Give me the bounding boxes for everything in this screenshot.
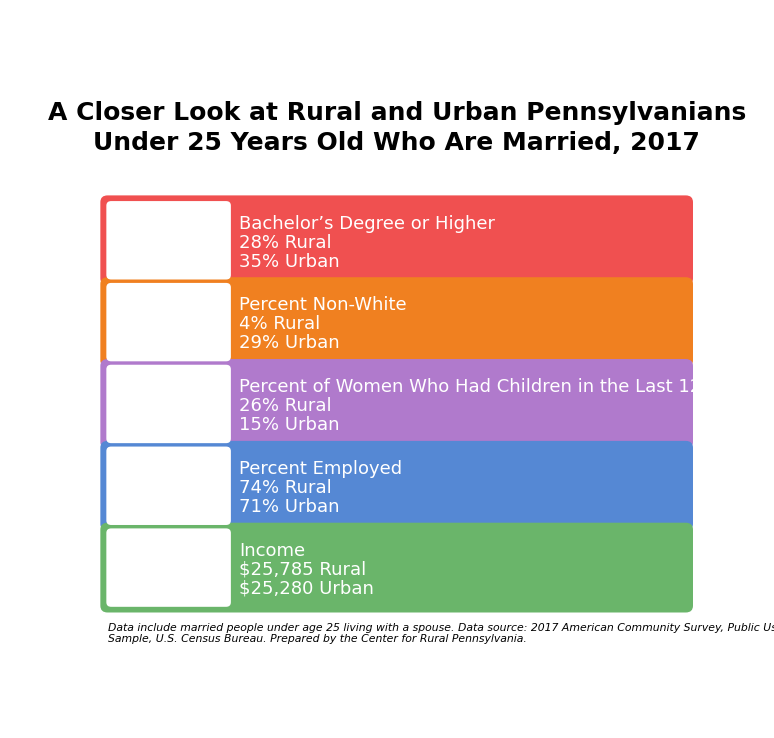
Text: 4% Rural: 4% Rural [239,315,320,334]
Text: $25,785 Rural: $25,785 Rural [239,561,367,579]
Text: 71% Urban: 71% Urban [239,498,340,516]
FancyBboxPatch shape [101,196,693,285]
Text: 28% Rural: 28% Rural [239,233,332,252]
FancyBboxPatch shape [106,528,231,607]
Text: Percent Non-White: Percent Non-White [239,297,407,314]
Text: 26% Rural: 26% Rural [239,397,332,415]
FancyBboxPatch shape [106,201,231,280]
FancyBboxPatch shape [101,441,693,531]
Text: Data include married people under age 25 living with a spouse. Data source: 2017: Data include married people under age 25… [108,623,774,644]
FancyBboxPatch shape [101,523,693,613]
Text: 35% Urban: 35% Urban [239,252,340,271]
Text: A Closer Look at Rural and Urban Pennsylvanians
Under 25 Years Old Who Are Marri: A Closer Look at Rural and Urban Pennsyl… [47,101,746,155]
Text: 29% Urban: 29% Urban [239,334,340,353]
Text: $25,280 Urban: $25,280 Urban [239,580,374,598]
Text: Income: Income [239,542,306,560]
Text: 15% Urban: 15% Urban [239,416,340,434]
FancyBboxPatch shape [101,359,693,449]
FancyBboxPatch shape [106,283,231,362]
FancyBboxPatch shape [106,365,231,443]
Text: 74% Rural: 74% Rural [239,479,332,497]
FancyBboxPatch shape [101,277,693,367]
Text: Percent of Women Who Had Children in the Last 12 Months: Percent of Women Who Had Children in the… [239,378,773,396]
FancyBboxPatch shape [106,446,231,525]
Text: Percent Employed: Percent Employed [239,460,402,478]
Text: Bachelor’s Degree or Higher: Bachelor’s Degree or Higher [239,215,495,232]
